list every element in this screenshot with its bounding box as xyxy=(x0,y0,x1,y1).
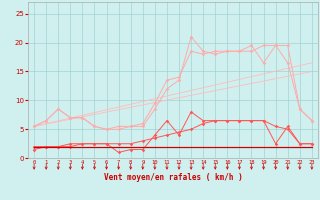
X-axis label: Vent moyen/en rafales ( km/h ): Vent moyen/en rafales ( km/h ) xyxy=(104,173,242,182)
